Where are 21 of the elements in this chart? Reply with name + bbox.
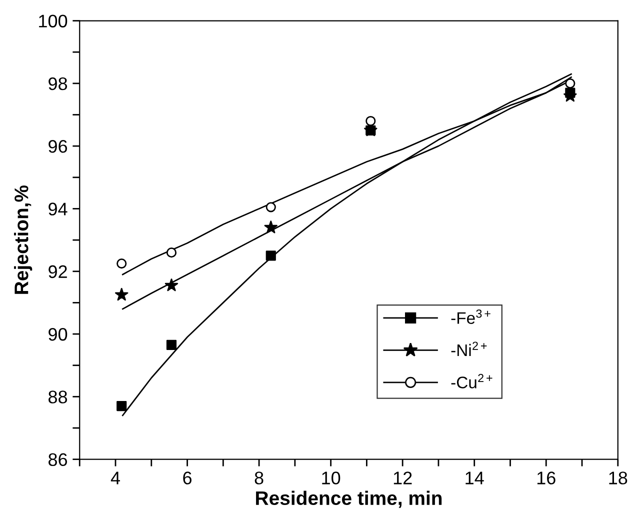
y-tick-label: 100: [39, 14, 68, 28]
y-tick-label: 90: [48, 328, 68, 341]
y-tick-label: 88: [48, 390, 68, 404]
legend-label: -Cu$^{2+}$: [451, 374, 492, 388]
y-tick-label: 92: [48, 265, 67, 278]
x-axis-title: Residence time, min: [256, 490, 442, 508]
x-tick-label: 18: [609, 472, 628, 484]
y-tick-label: 94: [48, 202, 68, 216]
x-tick-label: 4: [110, 472, 120, 484]
y-tick-label: 96: [48, 140, 68, 153]
x-tick-label: 8: [254, 472, 264, 484]
legend-label: -Fe$^{3+}$: [451, 309, 490, 324]
y-tick-label: 98: [48, 77, 68, 90]
legend-label: -Ni$^{2+}$: [451, 342, 487, 356]
x-tick-label: 6: [183, 472, 192, 484]
x-tick-label: 10: [322, 472, 340, 484]
y-tick-label: 86: [48, 453, 68, 466]
x-tick-label: 16: [537, 472, 556, 484]
x-tick-label: 12: [394, 472, 412, 484]
y-axis-title: Rejection,%: [14, 185, 32, 294]
x-tick-label: 14: [466, 472, 484, 484]
